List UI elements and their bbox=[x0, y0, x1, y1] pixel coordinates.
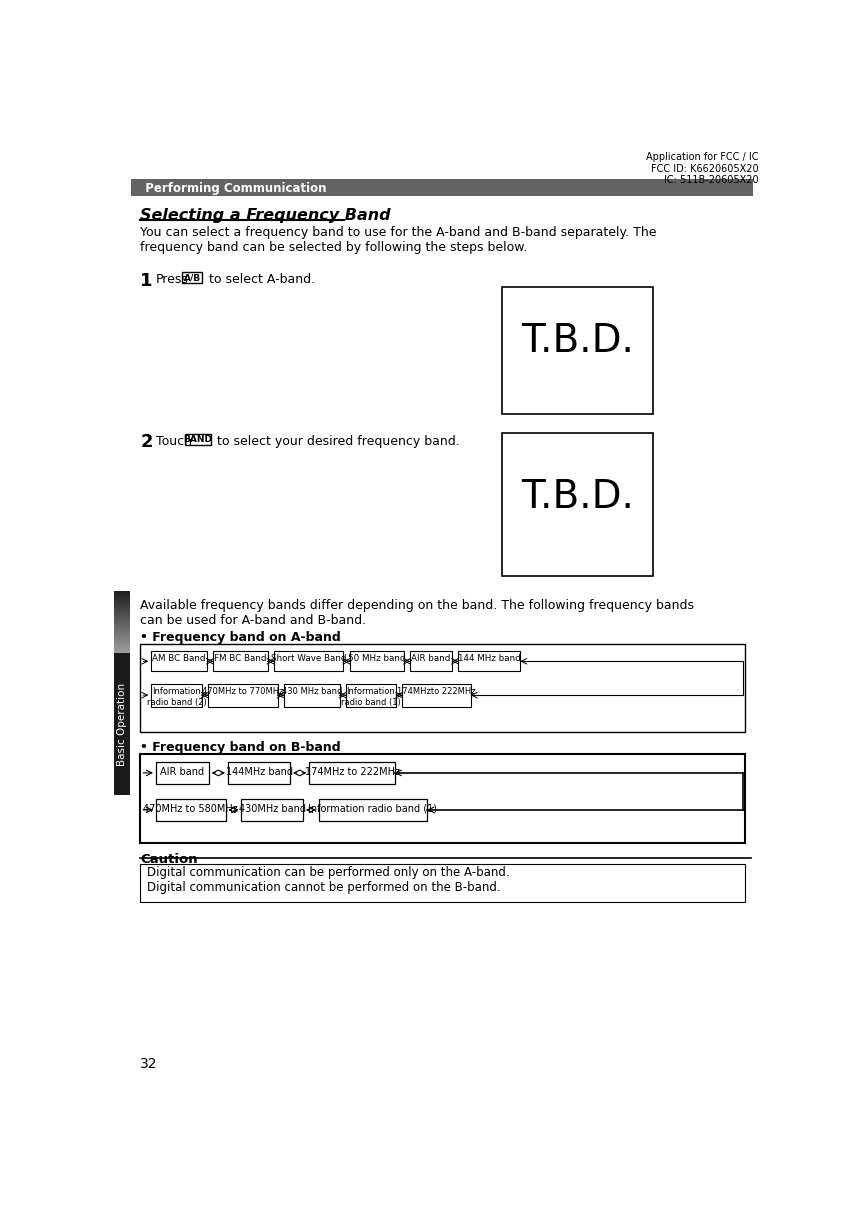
Text: Press: Press bbox=[156, 274, 189, 287]
Text: Information
radio band (2): Information radio band (2) bbox=[147, 687, 206, 707]
Bar bbox=[228, 762, 290, 783]
Text: • Frequency band on A-band: • Frequency band on A-band bbox=[141, 631, 341, 645]
Text: 174MHz to 222MHz: 174MHz to 222MHz bbox=[305, 766, 400, 777]
Text: 144MHz band: 144MHz band bbox=[225, 766, 293, 777]
Text: Short Wave Band: Short Wave Band bbox=[271, 654, 346, 663]
Text: to select your desired frequency band.: to select your desired frequency band. bbox=[213, 435, 460, 448]
Text: Selecting a Frequency Band: Selecting a Frequency Band bbox=[141, 207, 391, 223]
Text: Caution: Caution bbox=[141, 853, 198, 866]
Bar bbox=[131, 180, 753, 196]
Bar bbox=[156, 799, 226, 821]
Text: Available frequency bands differ depending on the band. The following frequency : Available frequency bands differ dependi… bbox=[141, 599, 695, 627]
Text: 32: 32 bbox=[141, 1057, 158, 1071]
Text: T.B.D.: T.B.D. bbox=[520, 478, 633, 516]
Bar bbox=[402, 683, 470, 706]
Bar bbox=[114, 653, 129, 795]
Bar bbox=[318, 799, 427, 821]
Bar bbox=[141, 754, 745, 844]
Text: BAND: BAND bbox=[183, 435, 212, 445]
Text: FM BC Band: FM BC Band bbox=[214, 654, 267, 663]
Bar bbox=[141, 864, 745, 903]
Bar bbox=[156, 762, 209, 783]
Bar bbox=[350, 651, 404, 671]
Bar bbox=[284, 683, 340, 706]
Text: • Frequency band on B-band: • Frequency band on B-band bbox=[141, 741, 341, 754]
Text: 144 MHz band: 144 MHz band bbox=[457, 654, 520, 663]
Text: Performing Communication: Performing Communication bbox=[137, 182, 327, 195]
Text: 470MHz to 770MHz: 470MHz to 770MHz bbox=[202, 687, 283, 696]
Bar bbox=[346, 683, 396, 706]
Bar bbox=[182, 272, 203, 283]
Bar bbox=[151, 683, 202, 706]
Text: 470MHz to 580MHz: 470MHz to 580MHz bbox=[143, 804, 238, 813]
Text: AM BC Band: AM BC Band bbox=[153, 654, 206, 663]
Text: Information
radio band (1): Information radio band (1) bbox=[341, 687, 400, 707]
Bar bbox=[141, 643, 745, 733]
Bar bbox=[241, 799, 303, 821]
Text: Application for FCC / IC
FCC ID: K6620605X20
IC: 511B-20605X20: Application for FCC / IC FCC ID: K662060… bbox=[646, 152, 759, 186]
Bar bbox=[274, 651, 343, 671]
Text: Information radio band (1): Information radio band (1) bbox=[308, 804, 438, 813]
Text: You can select a frequency band to use for the A-band and B-band separately. The: You can select a frequency band to use f… bbox=[141, 227, 657, 254]
Bar bbox=[410, 651, 452, 671]
Text: Digital communication can be performed only on the A-band.
Digital communication: Digital communication can be performed o… bbox=[147, 866, 509, 894]
Text: A/B: A/B bbox=[184, 274, 201, 283]
Bar bbox=[458, 651, 520, 671]
Text: 1: 1 bbox=[141, 271, 153, 289]
Bar bbox=[208, 683, 278, 706]
Text: 430 MHz band: 430 MHz band bbox=[281, 687, 342, 696]
Text: Basic Operation: Basic Operation bbox=[117, 682, 127, 765]
Text: AIR band: AIR band bbox=[412, 654, 450, 663]
Text: 50 MHz band: 50 MHz band bbox=[348, 654, 406, 663]
Text: to select A-band.: to select A-band. bbox=[205, 274, 315, 287]
Bar bbox=[501, 434, 652, 576]
Text: 430MHz band: 430MHz band bbox=[239, 804, 306, 813]
Bar bbox=[213, 651, 268, 671]
Bar bbox=[309, 762, 394, 783]
Text: AIR band: AIR band bbox=[161, 766, 205, 777]
Bar bbox=[186, 434, 211, 445]
Text: T.B.D.: T.B.D. bbox=[520, 322, 633, 360]
Bar bbox=[151, 651, 207, 671]
Text: Touch: Touch bbox=[156, 435, 192, 448]
Text: 174MHzto 222MHz: 174MHzto 222MHz bbox=[397, 687, 476, 696]
Text: 2: 2 bbox=[141, 434, 153, 452]
Bar bbox=[501, 287, 652, 415]
